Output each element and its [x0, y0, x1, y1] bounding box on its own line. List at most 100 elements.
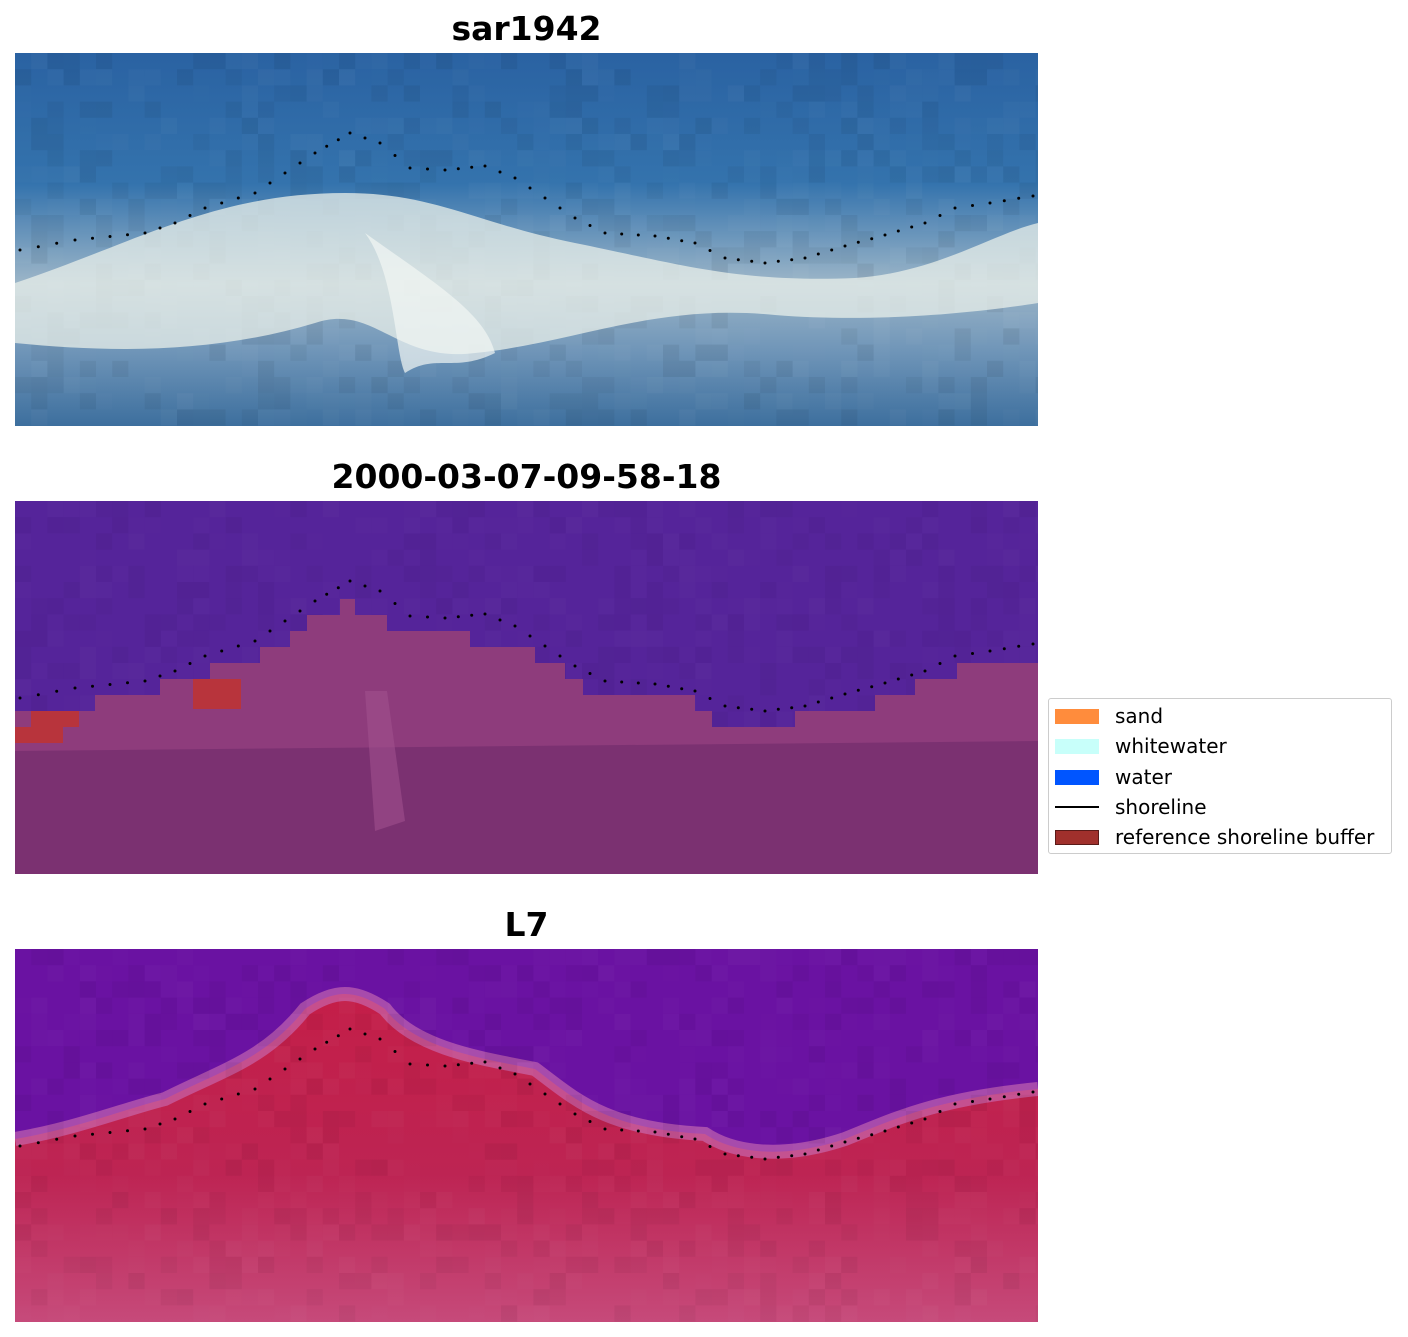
pixel-tile — [695, 69, 711, 85]
pixel-tile — [226, 53, 242, 69]
shoreline-point — [736, 258, 740, 262]
pixel-tile — [371, 517, 387, 533]
pixel-tile — [550, 1062, 566, 1078]
pixel-tile — [971, 1224, 987, 1240]
pixel-tile — [874, 517, 890, 533]
shoreline-point — [108, 235, 112, 238]
pixel-tile — [760, 231, 777, 248]
pixel-tile — [307, 134, 323, 150]
pixel-tile — [47, 1079, 63, 1095]
pixel-tile — [15, 663, 31, 679]
pixel-tile — [760, 679, 776, 695]
pixel-tile — [1035, 85, 1038, 102]
pixel-tile — [987, 533, 1003, 549]
pixel-tile — [209, 614, 225, 630]
pixel-tile — [841, 1176, 857, 1192]
pixel-tile — [501, 1079, 517, 1095]
pixel-tile — [565, 215, 582, 232]
pixel-tile — [712, 1257, 728, 1273]
pixel-tile — [193, 647, 209, 663]
pixel-tile — [209, 1143, 225, 1159]
pixel-tile — [1036, 1046, 1038, 1062]
pixel-tile — [388, 1079, 404, 1095]
shoreline-point — [158, 226, 162, 230]
shoreline-point — [36, 1141, 40, 1145]
shoreline-point — [636, 1129, 640, 1133]
pixel-tile — [566, 1014, 582, 1030]
shoreline-point — [73, 238, 77, 242]
pixel-tile — [744, 712, 760, 728]
shoreline-point — [708, 249, 712, 252]
pixel-tile — [776, 150, 792, 166]
pixel-tile — [857, 344, 874, 361]
pixel-tile — [631, 1046, 647, 1062]
pixel-tile — [339, 1257, 355, 1273]
pixel-tile — [679, 1062, 695, 1078]
pixel-tile — [501, 199, 517, 215]
pixel-tile — [469, 998, 485, 1014]
pixel-tile — [501, 614, 517, 630]
pixel-tile — [517, 998, 533, 1014]
shoreline-point — [456, 615, 460, 619]
pixel-tile — [712, 533, 728, 549]
pixel-tile — [566, 965, 582, 981]
pixel-tile — [841, 582, 857, 598]
shoreline-point — [36, 693, 40, 697]
shoreline-point — [620, 1128, 624, 1132]
pixel-tile — [857, 695, 873, 711]
pixel-tile — [550, 118, 566, 134]
pixel-tile — [112, 663, 128, 679]
pixel-tile — [582, 393, 599, 410]
pixel-tile — [47, 247, 63, 263]
pixel-tile — [452, 598, 468, 614]
pixel-tile — [1003, 501, 1019, 517]
pixel-tile — [825, 1192, 841, 1208]
shoreline-point — [923, 669, 927, 673]
pixel-tile — [922, 85, 938, 101]
pixel-tile — [533, 1111, 549, 1127]
pixel-tile — [145, 679, 161, 695]
pixel-tile — [598, 1062, 614, 1078]
pixel-tile — [80, 582, 96, 598]
pixel-tile — [79, 981, 96, 998]
pixel-tile — [631, 215, 647, 231]
pixel-tile — [485, 1176, 501, 1192]
pixel-tile — [193, 134, 209, 150]
pixel-tile — [420, 118, 436, 134]
pixel-tile — [906, 134, 922, 150]
pixel-tile — [906, 1208, 923, 1225]
pixel-tile — [242, 85, 258, 101]
pixel-tile — [258, 598, 274, 614]
pixel-tile — [631, 1241, 647, 1257]
pixel-tile — [825, 679, 841, 695]
pixel-tile — [355, 1224, 371, 1240]
pixel-tile — [339, 53, 356, 70]
pixel-tile — [938, 1176, 954, 1192]
pixel-tile — [469, 981, 485, 997]
pixel-tile — [47, 377, 64, 394]
pixel-tile — [339, 1289, 355, 1305]
pixel-tile — [31, 409, 47, 425]
pixel-tile — [550, 183, 566, 199]
pixel-tile — [31, 1241, 47, 1257]
pixel-tile — [322, 1111, 339, 1128]
pixel-tile — [339, 393, 355, 409]
pixel-tile — [452, 517, 468, 533]
pixel-tile — [290, 328, 306, 344]
pixel-tile — [452, 1257, 468, 1273]
pixel-tile — [663, 1192, 679, 1208]
pixel-tile — [744, 360, 761, 377]
pixel-tile — [857, 949, 873, 965]
pixel-tile — [614, 663, 630, 679]
pixel-tile — [469, 183, 485, 199]
pixel-tile — [80, 647, 96, 663]
pixel-tile — [420, 1192, 436, 1208]
pixel-tile — [857, 263, 874, 280]
pixel-tile — [728, 598, 744, 614]
pixel-tile — [582, 409, 599, 426]
pixel-tile — [712, 118, 728, 134]
pixel-tile — [890, 247, 906, 263]
pixel-tile — [290, 1143, 306, 1159]
pixel-tile — [582, 1192, 599, 1209]
pixel-tile — [614, 1095, 630, 1111]
